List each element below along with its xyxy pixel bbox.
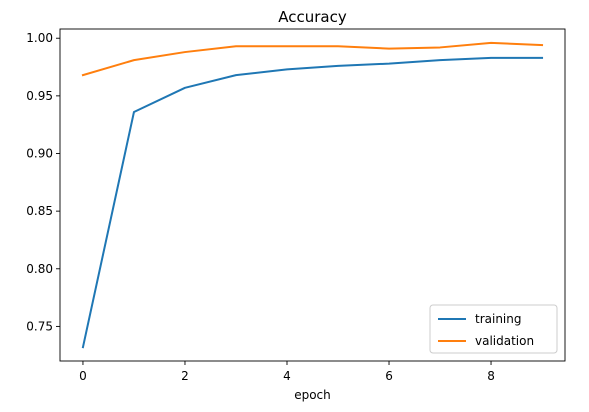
x-tick-label: 6 bbox=[385, 369, 393, 383]
x-tick-label: 0 bbox=[79, 369, 87, 383]
y-tick-label: 0.75 bbox=[26, 319, 53, 333]
x-tick-label: 8 bbox=[487, 369, 495, 383]
x-tick-label: 2 bbox=[181, 369, 189, 383]
y-tick-label: 0.85 bbox=[26, 204, 53, 218]
y-tick-label: 1.00 bbox=[26, 31, 53, 45]
y-tick-label: 0.95 bbox=[26, 89, 53, 103]
legend: training validation bbox=[429, 304, 558, 354]
series-group bbox=[81, 41, 544, 349]
x-axis-label: epoch bbox=[294, 388, 331, 402]
legend-label-training: training bbox=[475, 312, 522, 326]
x-axis: 0 2 4 6 8 bbox=[79, 361, 495, 383]
y-axis: 0.75 0.80 0.85 0.90 0.95 1.00 bbox=[26, 31, 60, 333]
y-tick-label: 0.90 bbox=[26, 147, 53, 161]
x-tick-label: 4 bbox=[283, 369, 291, 383]
legend-label-validation: validation bbox=[475, 334, 534, 348]
chart-title: Accuracy bbox=[278, 8, 347, 26]
y-tick-label: 0.80 bbox=[26, 262, 53, 276]
series-line-training bbox=[81, 56, 544, 349]
series-line-validation bbox=[81, 41, 544, 77]
